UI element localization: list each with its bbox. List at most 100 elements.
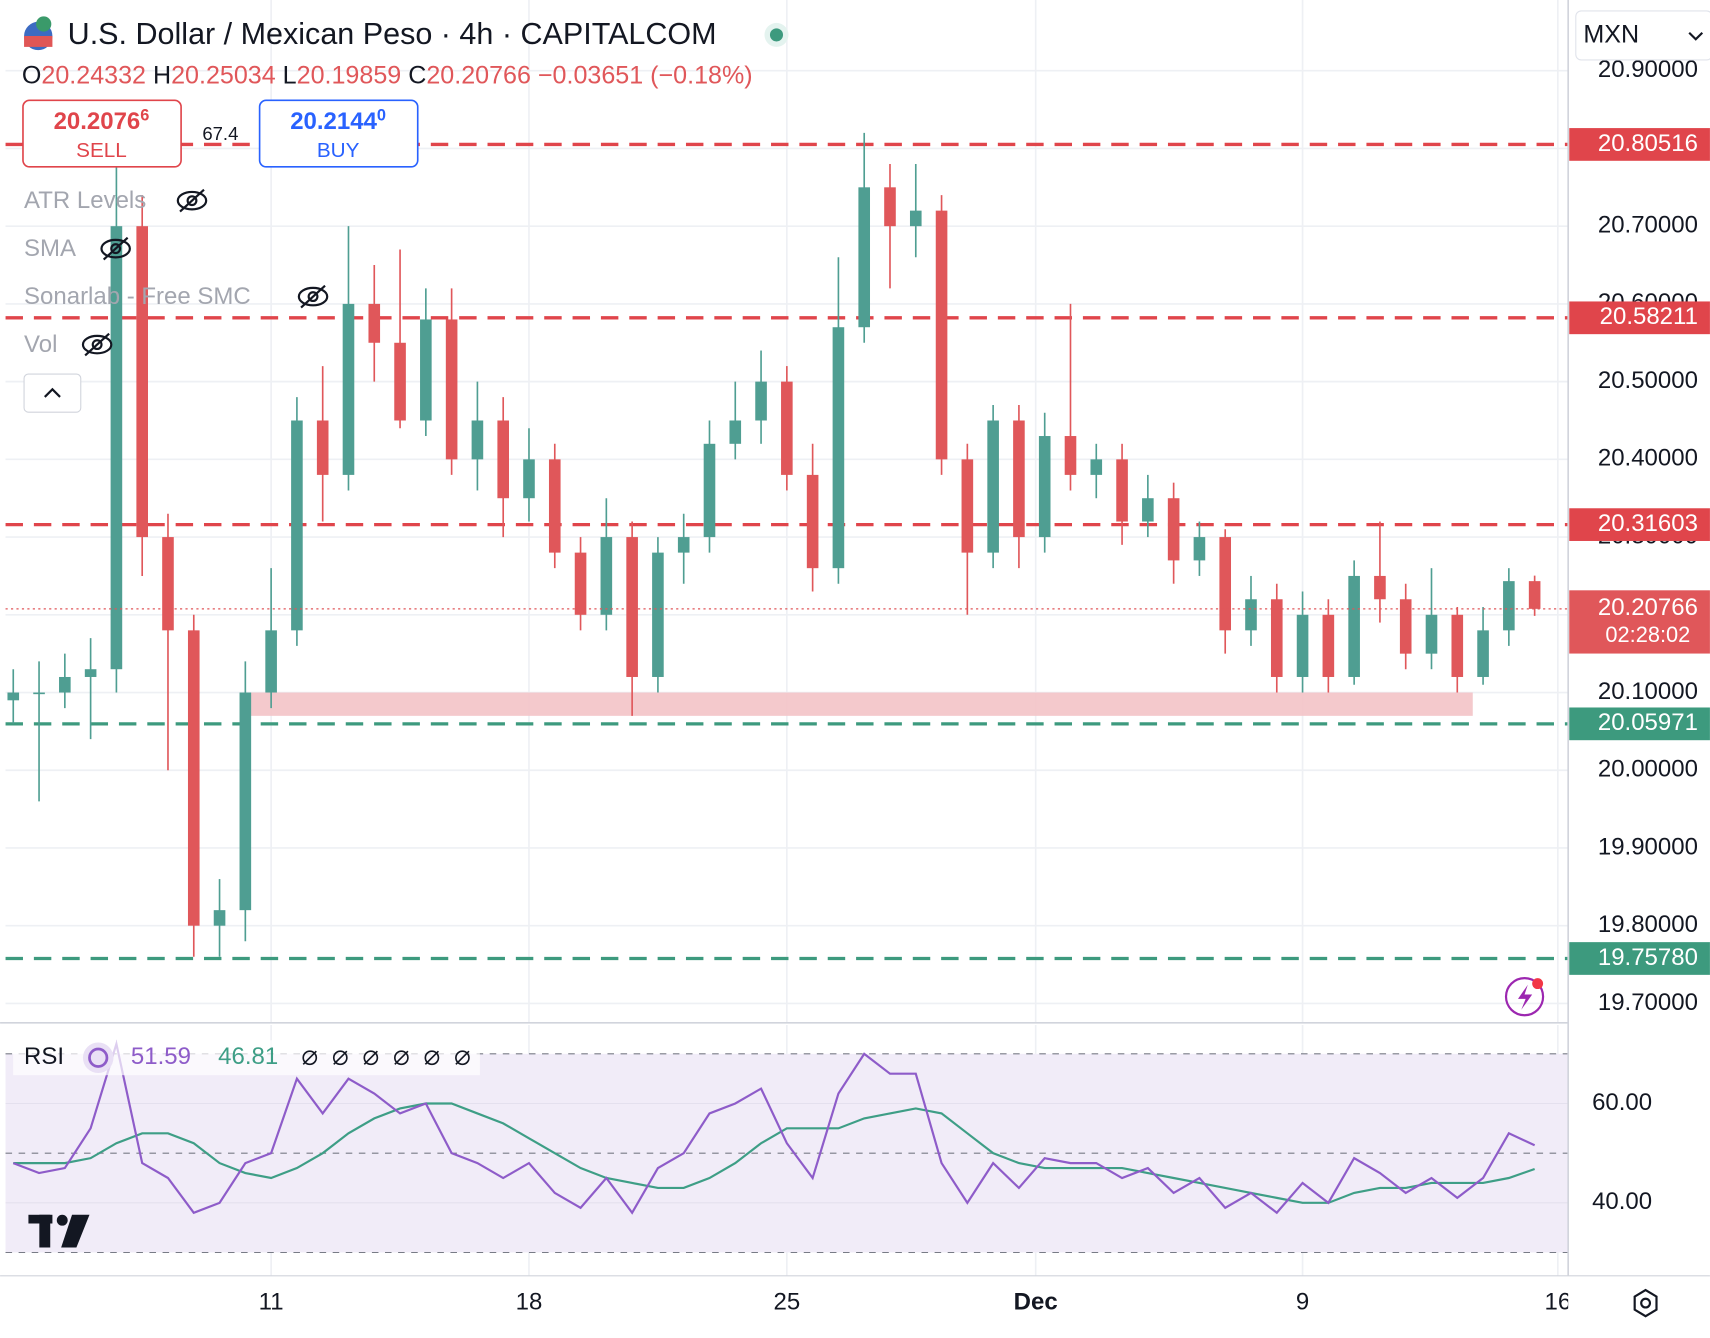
logo-part <box>39 1214 51 1248</box>
hidden-plot-slash <box>394 1050 409 1065</box>
candle-body <box>574 552 587 615</box>
sell-button[interactable] <box>22 99 182 168</box>
rsi-ma-value: 46.81 <box>218 1043 278 1070</box>
candle-body <box>1528 581 1541 609</box>
candle-body <box>471 420 484 460</box>
ohlc-letter: L <box>283 61 297 89</box>
rsi-panel: RSI 51.59 46.81 <box>5 1039 1569 1254</box>
eye-off-icon[interactable] <box>81 332 113 357</box>
rsi-line <box>13 1102 1536 1204</box>
rsi-settings-ring <box>88 1047 109 1068</box>
symbol-title[interactable]: U.S. Dollar / Mexican Peso · 4h · CAPITA… <box>68 17 717 51</box>
level-label: 19.75780 <box>1598 944 1698 971</box>
candle-body <box>1503 581 1515 631</box>
candle-body <box>1245 599 1257 631</box>
candle-body <box>1142 498 1154 522</box>
tradingview-logo[interactable] <box>28 1214 90 1248</box>
ohlc-change: −0.03651 (−0.18%) <box>538 61 753 89</box>
candle-body <box>1425 614 1438 654</box>
ohlc-letter: C <box>408 61 426 89</box>
buy-label: BUY <box>317 139 360 162</box>
y-tick-label: 40.00 <box>1592 1188 1652 1215</box>
level-label-box <box>1569 508 1710 541</box>
candle-body <box>1193 537 1206 561</box>
sell-price-main: 20.2076 <box>54 109 141 136</box>
buy-price-pip: 0 <box>377 107 386 125</box>
settings-icon[interactable] <box>1633 1288 1658 1318</box>
level-label: 20.31603 <box>1598 510 1698 537</box>
candle-body <box>33 692 45 695</box>
candle-body <box>316 420 329 475</box>
x-tick-label: Dec <box>1014 1288 1058 1315</box>
rsi-settings-icon <box>82 1042 114 1074</box>
candle-body <box>84 669 97 677</box>
candle-body <box>600 537 613 615</box>
candle-body <box>187 630 200 926</box>
candle-body <box>445 319 458 460</box>
indicator-name[interactable]: Sonarlab - Free SMC <box>24 283 251 310</box>
ohlc-legend: O20.24332 H20.25034 L20.19859 C20.20766 … <box>22 61 753 89</box>
header: U.S. Dollar / Mexican Peso · 4h · CAPITA… <box>22 10 1710 1318</box>
candle-body <box>652 552 664 677</box>
y-tick-label: 20.90000 <box>1598 56 1698 83</box>
chevron-down <box>1688 31 1704 41</box>
x-tick-label: 9 <box>1296 1288 1309 1315</box>
hidden-plot-icon <box>394 1050 409 1066</box>
indicator-name[interactable]: SMA <box>24 235 76 262</box>
candle-body <box>626 537 638 677</box>
buy-button[interactable] <box>258 99 419 168</box>
level-label: 20.05971 <box>1598 709 1698 736</box>
symbol-flag <box>36 16 52 32</box>
hidden-icons <box>81 188 329 357</box>
alert-icon[interactable] <box>1504 977 1545 1017</box>
candle-body <box>1219 537 1232 631</box>
y-tick-label: 19.90000 <box>1598 833 1698 860</box>
y-tick-label: 20.00000 <box>1598 756 1698 783</box>
candle-body <box>239 692 252 911</box>
candle-body <box>1374 575 1386 600</box>
level-label-box <box>1569 707 1710 741</box>
candle-body <box>394 342 406 421</box>
candle-body <box>935 210 948 460</box>
hidden-plot-slash <box>333 1050 348 1065</box>
candle-body <box>858 187 871 328</box>
candle-body <box>806 474 819 569</box>
candle-body <box>213 910 226 926</box>
candle-body <box>1348 575 1360 677</box>
ohlc-letter: H <box>153 61 171 89</box>
buy-price-main: 20.2144 <box>290 109 377 136</box>
indicator-name[interactable]: Vol <box>24 331 57 358</box>
hidden-plot-slash <box>424 1050 440 1065</box>
eye-off-icon[interactable] <box>297 284 329 309</box>
sell-price-pip: 6 <box>140 107 149 125</box>
indicator-name[interactable]: ATR Levels <box>24 187 146 214</box>
candle-body <box>342 303 355 475</box>
countdown-label: 02:28:02 <box>1605 622 1690 647</box>
currency-dropdown[interactable] <box>1575 10 1710 61</box>
candle-body <box>420 319 432 421</box>
candle-body <box>1270 599 1283 677</box>
candle-body <box>291 420 303 631</box>
rsi-title: RSI <box>24 1043 64 1070</box>
candle-body <box>7 692 20 701</box>
candle-body <box>677 537 690 553</box>
eye-off-icon[interactable] <box>100 236 131 261</box>
eye-off-icon[interactable] <box>176 188 208 213</box>
ohlc-value: 20.19859 <box>297 61 402 89</box>
buy-price: 20.21440 <box>290 107 386 136</box>
collapse-button[interactable] <box>23 373 82 413</box>
x-tick-label: 16 <box>1545 1288 1572 1315</box>
y-tick-label: 20.40000 <box>1598 445 1698 472</box>
candle-body <box>1013 420 1025 538</box>
candle-body <box>1451 614 1464 677</box>
hidden-plot-icon <box>302 1050 318 1066</box>
price-panel <box>5 132 1569 961</box>
candle-body <box>523 459 535 499</box>
y-tick-label: 60.00 <box>1592 1089 1652 1116</box>
candle-body <box>755 381 767 421</box>
candle-body <box>136 226 148 538</box>
y-tick-label: 20.70000 <box>1598 212 1698 239</box>
alert-dot <box>1532 978 1544 990</box>
level-label-box <box>1569 942 1710 975</box>
